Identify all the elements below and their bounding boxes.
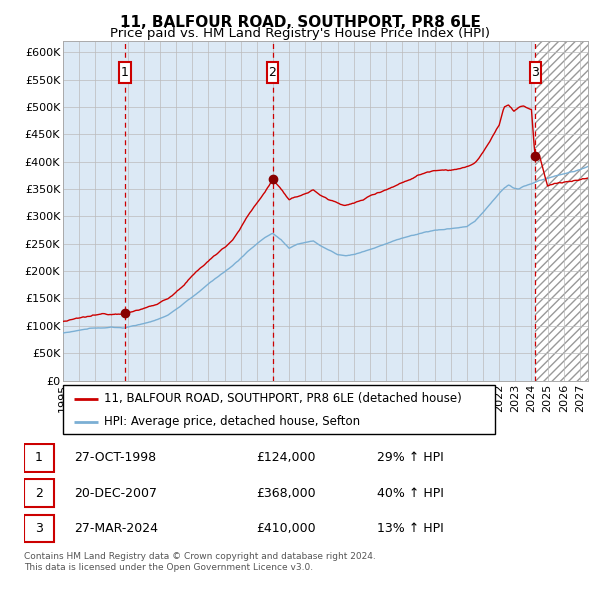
Text: 11, BALFOUR ROAD, SOUTHPORT, PR8 6LE: 11, BALFOUR ROAD, SOUTHPORT, PR8 6LE [119, 15, 481, 30]
Text: 1: 1 [35, 451, 43, 464]
Text: 1: 1 [121, 66, 129, 79]
Text: 3: 3 [531, 66, 539, 79]
Text: £124,000: £124,000 [256, 451, 316, 464]
Text: 11, BALFOUR ROAD, SOUTHPORT, PR8 6LE (detached house): 11, BALFOUR ROAD, SOUTHPORT, PR8 6LE (de… [104, 392, 462, 405]
Text: 2: 2 [269, 66, 277, 79]
Text: £410,000: £410,000 [256, 522, 316, 535]
FancyBboxPatch shape [63, 385, 495, 434]
Text: HPI: Average price, detached house, Sefton: HPI: Average price, detached house, Seft… [104, 415, 360, 428]
Bar [63, 41, 535, 381]
Text: 2: 2 [35, 487, 43, 500]
Text: 3: 3 [35, 522, 43, 535]
Text: 13% ↑ HPI: 13% ↑ HPI [377, 522, 444, 535]
FancyBboxPatch shape [530, 62, 541, 83]
Text: 29% ↑ HPI: 29% ↑ HPI [377, 451, 444, 464]
FancyBboxPatch shape [24, 480, 55, 507]
FancyBboxPatch shape [24, 444, 55, 471]
Text: Contains HM Land Registry data © Crown copyright and database right 2024.
This d: Contains HM Land Registry data © Crown c… [24, 552, 376, 572]
Text: Price paid vs. HM Land Registry's House Price Index (HPI): Price paid vs. HM Land Registry's House … [110, 27, 490, 40]
Text: 20-DEC-2007: 20-DEC-2007 [74, 487, 157, 500]
Text: £368,000: £368,000 [256, 487, 316, 500]
Text: 27-MAR-2024: 27-MAR-2024 [74, 522, 158, 535]
FancyBboxPatch shape [24, 515, 55, 542]
Text: 40% ↑ HPI: 40% ↑ HPI [377, 487, 444, 500]
FancyBboxPatch shape [267, 62, 278, 83]
FancyBboxPatch shape [119, 62, 131, 83]
Text: 27-OCT-1998: 27-OCT-1998 [74, 451, 156, 464]
Bar [535, 41, 588, 381]
